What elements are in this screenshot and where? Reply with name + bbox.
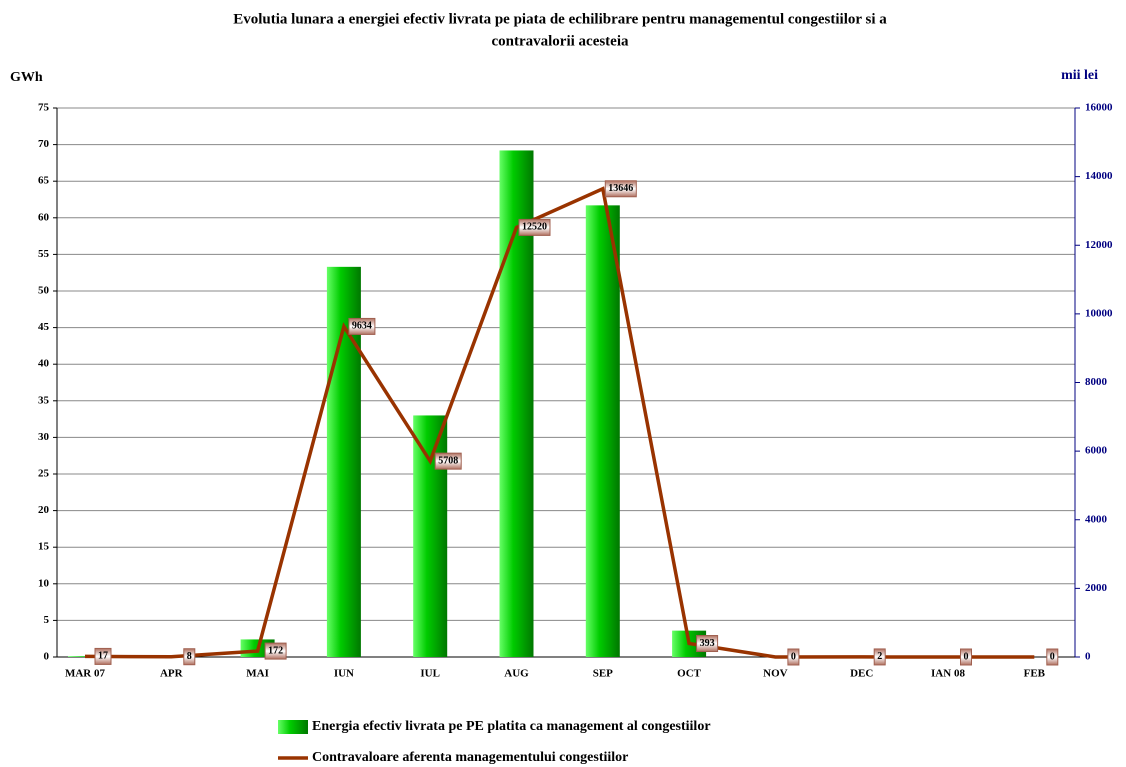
legend-label: Contravaloare aferenta managementului co… bbox=[312, 750, 628, 765]
y2-tick-label: 0 bbox=[1085, 651, 1091, 663]
x-tick-label: MAR 07 bbox=[65, 668, 106, 680]
data-label: 17 bbox=[98, 651, 108, 662]
y-tick-label: 0 bbox=[44, 651, 50, 663]
data-label-box bbox=[94, 647, 112, 665]
y-axis-label: GWh bbox=[10, 70, 43, 85]
data-label: 2 bbox=[877, 651, 882, 662]
y-tick-label: 25 bbox=[38, 468, 50, 480]
x-tick-label: APR bbox=[160, 668, 184, 680]
y2-tick-label: 12000 bbox=[1085, 239, 1113, 251]
data-label-box bbox=[183, 648, 196, 666]
y-tick-label: 30 bbox=[38, 431, 50, 443]
x-tick-label: FEB bbox=[1024, 668, 1046, 680]
y-tick-label: 45 bbox=[38, 321, 50, 333]
y2-tick-label: 2000 bbox=[1085, 582, 1108, 594]
data-label-box bbox=[348, 317, 376, 335]
y2-tick-label: 10000 bbox=[1085, 307, 1113, 319]
bar bbox=[413, 415, 448, 657]
y-tick-label: 15 bbox=[38, 541, 50, 553]
x-tick-label: NOV bbox=[763, 668, 788, 680]
y2-tick-label: 16000 bbox=[1085, 102, 1113, 114]
x-tick-label: AUG bbox=[504, 668, 529, 680]
bar bbox=[585, 205, 620, 657]
data-label: 0 bbox=[1050, 651, 1055, 662]
data-label: 8 bbox=[187, 651, 192, 662]
x-tick-label: IUN bbox=[334, 668, 354, 680]
y2-tick-label: 6000 bbox=[1085, 445, 1108, 457]
data-label-box bbox=[1046, 648, 1059, 666]
y-tick-label: 10 bbox=[38, 577, 50, 589]
y-tick-label: 20 bbox=[38, 504, 50, 516]
data-label-box bbox=[696, 635, 719, 653]
data-label: 393 bbox=[700, 638, 715, 649]
y-tick-label: 35 bbox=[38, 394, 50, 406]
legend-label: Energia efectiv livrata pe PE platita ca… bbox=[312, 719, 711, 734]
x-tick-label: IUL bbox=[420, 668, 440, 680]
y-tick-label: 55 bbox=[38, 248, 50, 260]
data-label: 172 bbox=[268, 645, 283, 656]
data-label-box bbox=[604, 180, 637, 198]
x-tick-label: DEC bbox=[850, 668, 873, 680]
y-tick-label: 60 bbox=[38, 211, 50, 223]
data-label: 13646 bbox=[608, 183, 633, 194]
data-label-box bbox=[787, 648, 800, 666]
y-tick-label: 40 bbox=[38, 358, 50, 370]
y-tick-label: 70 bbox=[38, 138, 50, 150]
x-tick-label: MAI bbox=[246, 668, 269, 680]
data-label: 12520 bbox=[522, 222, 547, 233]
y2-tick-label: 4000 bbox=[1085, 513, 1108, 525]
y2-tick-label: 8000 bbox=[1085, 376, 1108, 388]
data-label: 9634 bbox=[352, 321, 372, 332]
data-label-box bbox=[264, 642, 287, 660]
data-label-box bbox=[960, 648, 972, 666]
data-label: 0 bbox=[964, 651, 969, 662]
chart-title: Evolutia lunara a energiei efectiv livra… bbox=[233, 11, 887, 27]
y-tick-label: 50 bbox=[38, 285, 50, 297]
y-tick-label: 75 bbox=[38, 102, 50, 114]
y-tick-label: 65 bbox=[38, 175, 50, 187]
y2-tick-label: 14000 bbox=[1085, 170, 1113, 182]
x-tick-label: OCT bbox=[677, 668, 702, 680]
y-tick-label: 5 bbox=[44, 614, 50, 626]
data-label-box bbox=[873, 648, 886, 666]
x-tick-label: SEP bbox=[593, 668, 613, 680]
data-label-box bbox=[434, 452, 462, 470]
legend-swatch bbox=[278, 720, 308, 734]
y2-axis-label: mii lei bbox=[1061, 68, 1098, 83]
data-label-box bbox=[518, 218, 551, 236]
data-label: 0 bbox=[791, 651, 796, 662]
line-series bbox=[84, 186, 1035, 659]
x-tick-label: IAN 08 bbox=[931, 668, 965, 680]
data-label: 5708 bbox=[438, 455, 458, 466]
chart-subtitle: contravalorii acesteia bbox=[491, 33, 629, 49]
